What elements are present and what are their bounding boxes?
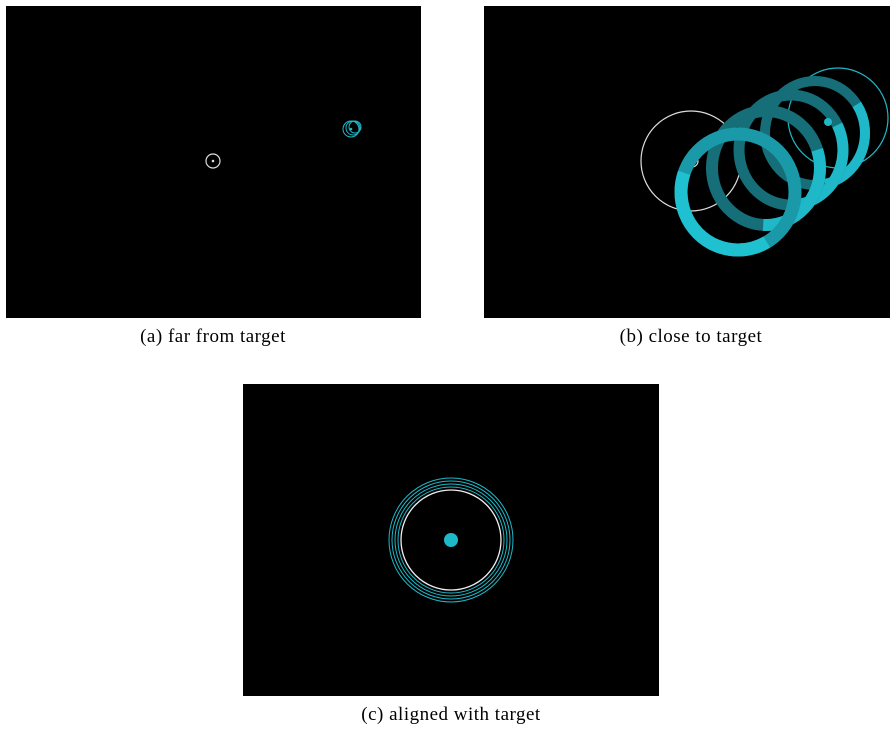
cursor-ring: [733, 89, 849, 211]
target-circle: [205, 153, 221, 169]
target-circle: [400, 489, 502, 591]
cursor-ring: [760, 76, 870, 190]
cursor-dot: [824, 118, 832, 126]
panel-b: (b) close to target: [484, 6, 890, 347]
cursor-ring: [391, 480, 511, 600]
caption: (b) close to target: [620, 326, 763, 347]
cursor-ring: [674, 127, 802, 257]
cursor-dot: [444, 533, 458, 547]
cursor-ring: [348, 120, 362, 134]
panel-a: (a) far from target: [6, 6, 421, 347]
cursor-ring: [397, 486, 505, 594]
cursor-ring: [394, 483, 508, 597]
caption: (a) far from target: [140, 326, 286, 347]
cursor-ring: [388, 477, 514, 603]
caption: (c) aligned with target: [361, 704, 541, 725]
cursor-ring: [706, 105, 826, 231]
cursor-dot: [349, 127, 353, 131]
panel-c: (c) aligned with target: [243, 384, 659, 725]
target-dot: [211, 159, 215, 163]
